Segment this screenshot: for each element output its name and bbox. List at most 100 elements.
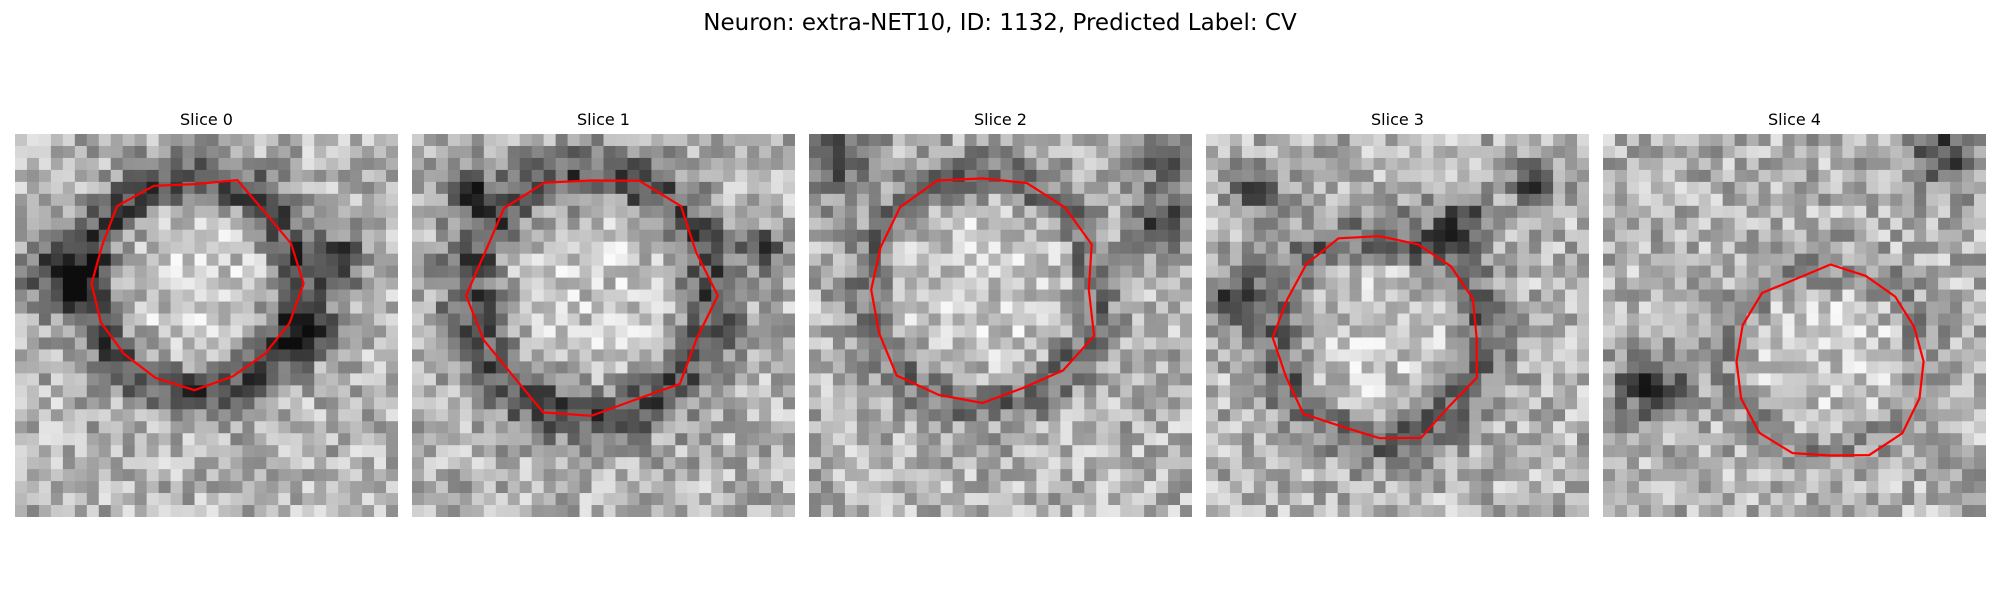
image-pixel (916, 265, 930, 278)
image-pixel (1577, 397, 1589, 410)
image-pixel (1337, 361, 1350, 374)
image-pixel (1060, 325, 1073, 338)
image-pixel (1722, 397, 1736, 410)
image-pixel (1217, 505, 1231, 517)
image-pixel (62, 493, 76, 506)
image-pixel (374, 469, 387, 482)
image-pixel (579, 217, 592, 231)
image-pixel (1421, 217, 1434, 231)
image-pixel (1206, 145, 1219, 159)
image-pixel (1674, 205, 1688, 219)
image-pixel (1746, 397, 1759, 410)
image-pixel (1433, 361, 1446, 374)
image-pixel (880, 145, 894, 159)
image-pixel (1241, 349, 1255, 362)
image-pixel (1108, 277, 1121, 290)
image-pixel (1962, 265, 1975, 278)
image-pixel (1180, 277, 1192, 290)
image-pixel (110, 289, 124, 302)
image-pixel (98, 145, 112, 159)
image-pixel (1397, 361, 1410, 374)
image-pixel (38, 493, 52, 506)
image-pixel (1794, 301, 1807, 314)
image-pixel (1505, 253, 1518, 267)
image-pixel (1674, 349, 1688, 362)
image-pixel (122, 373, 136, 386)
image-pixel (868, 397, 882, 410)
image-pixel (1325, 493, 1339, 506)
image-pixel (1000, 145, 1013, 159)
image-pixel (1962, 313, 1975, 326)
image-pixel (1301, 361, 1315, 374)
image-pixel (62, 217, 76, 231)
image-pixel (1890, 421, 1903, 434)
image-pixel (1638, 169, 1652, 183)
image-pixel (74, 505, 88, 517)
image-pixel (1277, 217, 1291, 231)
image-pixel (74, 181, 88, 195)
image-pixel (62, 457, 76, 470)
image-pixel (1144, 409, 1157, 422)
image-pixel (1313, 397, 1327, 410)
image-pixel (302, 325, 315, 338)
image-pixel (86, 349, 100, 362)
image-pixel (1120, 265, 1133, 278)
image-pixel (1866, 313, 1879, 326)
image-pixel (759, 313, 772, 326)
image-pixel (1842, 277, 1855, 290)
image-pixel (412, 193, 425, 207)
image-pixel (1541, 505, 1554, 517)
image-pixel (567, 397, 580, 410)
image-pixel (1686, 277, 1700, 290)
image-pixel (1108, 457, 1121, 470)
image-pixel (254, 373, 267, 386)
image-pixel (579, 385, 592, 398)
image-pixel (1024, 241, 1037, 255)
image-pixel (386, 265, 398, 278)
image-pixel (904, 289, 918, 302)
image-pixel (1505, 289, 1518, 302)
image-pixel (531, 145, 545, 159)
image-pixel (759, 337, 772, 350)
image-pixel (350, 493, 363, 506)
image-pixel (1626, 361, 1640, 374)
image-pixel (1758, 193, 1771, 207)
image-pixel (723, 457, 736, 470)
image-pixel (579, 349, 592, 362)
image-pixel (1710, 337, 1724, 350)
image-pixel (543, 217, 556, 231)
image-pixel (483, 445, 497, 458)
image-pixel (1866, 409, 1879, 422)
image-pixel (1950, 217, 1963, 231)
image-pixel (326, 265, 339, 278)
image-pixel (1180, 457, 1192, 470)
image-pixel (1926, 361, 1939, 374)
image-pixel (1349, 385, 1362, 398)
image-pixel (1842, 169, 1855, 183)
image-pixel (1206, 229, 1219, 243)
image-pixel (579, 181, 592, 195)
image-pixel (687, 445, 700, 458)
image-pixel (374, 337, 387, 350)
image-pixel (747, 493, 760, 506)
image-pixel (1012, 265, 1025, 278)
image-pixel (747, 469, 760, 482)
image-pixel (1301, 337, 1315, 350)
image-pixel (1493, 157, 1506, 171)
image-pixel (868, 421, 882, 434)
image-pixel (1878, 385, 1891, 398)
image-pixel (1373, 397, 1386, 410)
image-pixel (338, 277, 351, 290)
image-pixel (1722, 445, 1736, 458)
image-pixel (26, 253, 40, 267)
image-pixel (1962, 421, 1975, 434)
image-pixel (1962, 157, 1975, 171)
image-pixel (435, 349, 449, 362)
image-pixel (26, 169, 40, 183)
image-pixel (1686, 301, 1700, 314)
image-pixel (1156, 457, 1169, 470)
image-pixel (1638, 205, 1652, 219)
image-pixel (1914, 181, 1927, 195)
image-pixel (314, 373, 327, 386)
image-pixel (1325, 325, 1339, 338)
